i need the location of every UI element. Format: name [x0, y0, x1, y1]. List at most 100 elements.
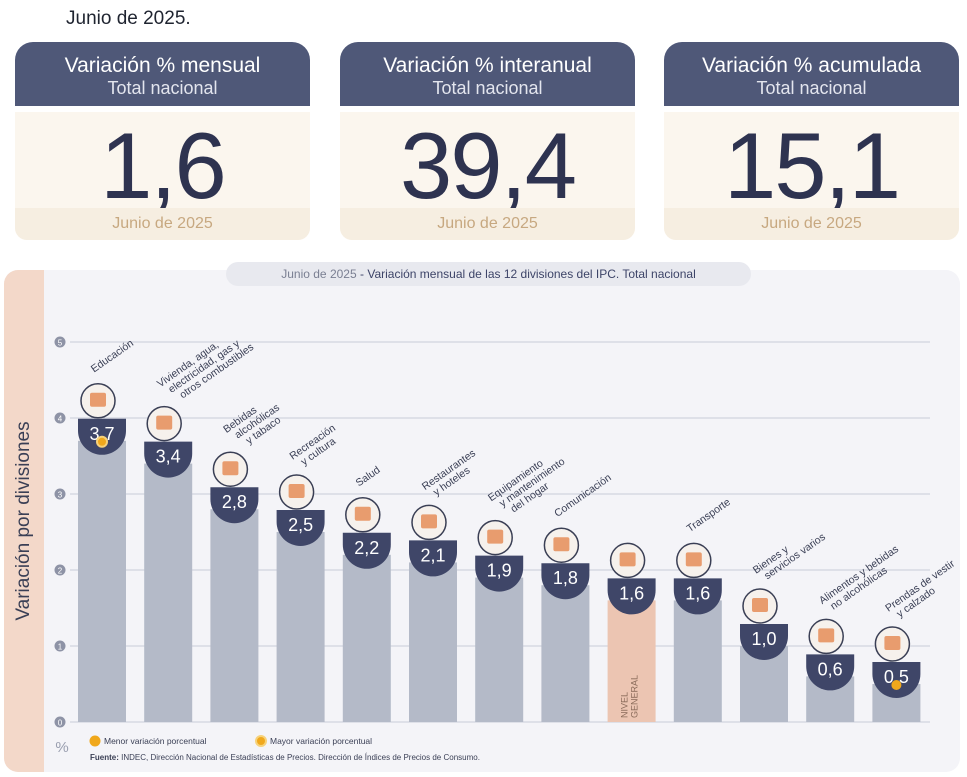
card-header: Variación % interanual Total nacional	[340, 42, 635, 106]
category-icon-fill	[222, 461, 239, 476]
category-icon-fill	[487, 529, 504, 544]
category-label-line: Comunicación	[552, 472, 614, 520]
y-tick-label: 1	[58, 642, 63, 651]
category-label-line: Salud	[354, 464, 383, 489]
category-label: Bebidasalcohólicasy tabaco	[221, 393, 288, 454]
y-tick-label: 5	[58, 338, 63, 347]
tick-dot	[54, 716, 66, 728]
card-body: 15,1 Junio de 2025	[664, 112, 959, 240]
value-badge	[144, 441, 193, 478]
y-tick-label: 3	[58, 490, 63, 499]
category-icon-fill	[752, 598, 768, 612]
card-value: 39,4	[400, 113, 577, 218]
value-label: 2,1	[420, 545, 445, 565]
value-label: 2,2	[354, 538, 379, 558]
category-label-line: NIVEL	[620, 692, 630, 718]
category-icon-fill	[884, 636, 901, 650]
chart-title-text: Variación mensual de las 12 divisiones d…	[367, 267, 696, 281]
source-note: Fuente: INDEC, Dirección Nacional de Est…	[90, 753, 480, 762]
highest-marker	[96, 435, 108, 448]
value-label: 1,0	[751, 629, 776, 649]
tick-dot	[54, 640, 66, 652]
value-badge	[210, 487, 259, 524]
value-label: 1,6	[685, 583, 710, 603]
value-badge	[342, 532, 391, 569]
tick-dot	[54, 488, 66, 500]
category-label: Prendas de vestiry calzado	[883, 557, 964, 623]
card-title: Variación % acumulada	[701, 54, 922, 77]
value-badge	[541, 563, 590, 600]
card-period: Junio de 2025	[15, 208, 310, 240]
category-icon-fill	[288, 484, 305, 498]
card-monthly-variation: Variación % mensual Total nacional 1,6 J…	[15, 42, 310, 240]
value-badge	[276, 510, 325, 546]
card-value: 1,6	[100, 113, 227, 218]
bar	[342, 554, 391, 722]
category-icon-fill	[685, 552, 702, 567]
value-label: 3,7	[89, 424, 114, 444]
category-label: Educación	[89, 337, 136, 375]
value-label: 1,8	[553, 568, 578, 588]
value-label: 1,9	[487, 561, 512, 581]
card-period: Junio de 2025	[664, 208, 959, 240]
category-icon-fill	[354, 506, 371, 521]
bar	[607, 600, 656, 722]
value-badge	[740, 624, 788, 660]
chart-title-separator: -	[359, 267, 368, 281]
source-label: Fuente:	[90, 753, 121, 762]
value-label: 2,5	[288, 515, 313, 535]
card-subtitle: Total nacional	[756, 78, 867, 98]
value-badge	[475, 555, 524, 592]
chart-title: Junio de 2025 - Variación mensual de las…	[226, 262, 751, 286]
category-label: Bienes yservicios varios	[751, 522, 828, 585]
lowest-marker	[891, 680, 902, 690]
category-label: Recreacióny cultura	[287, 422, 344, 471]
category-label: Salud	[354, 464, 383, 489]
y-tick-label: 0	[58, 718, 63, 727]
bar	[409, 562, 457, 722]
tick-dot	[54, 336, 66, 348]
bar	[144, 463, 193, 722]
category-label-line: Transporte	[685, 496, 733, 535]
category-label-line: GENERAL	[630, 675, 640, 718]
category-icon-fill	[818, 628, 835, 643]
category-label: Transporte	[685, 496, 733, 535]
legend-high-label: Mayor variación porcentual	[270, 736, 372, 746]
bar	[276, 532, 325, 722]
card-value: 15,1	[724, 113, 901, 218]
chart-title-date: Junio de 2025	[281, 267, 357, 281]
value-badge	[607, 578, 656, 615]
category-icon-fill	[553, 537, 570, 552]
category-label: Vivienda, agua,electricidad, gas yotros …	[155, 323, 256, 408]
card-title: Variación % interanual	[383, 54, 592, 77]
category-icon-fill	[90, 392, 106, 407]
card-body: 39,4 Junio de 2025	[340, 112, 635, 240]
category-label-nivel-general: NIVELGENERAL	[620, 675, 640, 718]
category-label-line: Educación	[89, 337, 136, 375]
bar	[78, 440, 126, 722]
value-label: 2,8	[222, 492, 247, 512]
value-badge	[806, 654, 855, 691]
legend-low-label: Menor variación porcentual	[104, 736, 207, 746]
y-unit-label: %	[55, 739, 68, 756]
category-icon-fill	[421, 514, 437, 529]
legend-low-marker	[89, 735, 101, 747]
bar	[673, 600, 722, 722]
card-header: Variación % mensual Total nacional	[15, 42, 310, 106]
value-label: 0,6	[818, 659, 843, 679]
source-text: INDEC, Dirección Nacional de Estadística…	[121, 753, 480, 762]
category-icon-fill	[619, 552, 636, 567]
bar	[475, 577, 524, 722]
card-title: Variación % mensual	[64, 54, 261, 77]
bar	[541, 585, 590, 722]
y-tick-label: 4	[58, 414, 63, 423]
value-label: 3,4	[156, 447, 181, 467]
value-badge	[409, 540, 457, 577]
legend-high-marker	[255, 735, 267, 747]
card-accumulated-variation: Variación % acumulada Total nacional 15,…	[664, 42, 959, 240]
category-icon-fill	[156, 415, 173, 430]
report-date: Junio de 2025.	[66, 8, 191, 29]
bar	[210, 509, 259, 722]
y-tick-label: 2	[58, 566, 63, 575]
